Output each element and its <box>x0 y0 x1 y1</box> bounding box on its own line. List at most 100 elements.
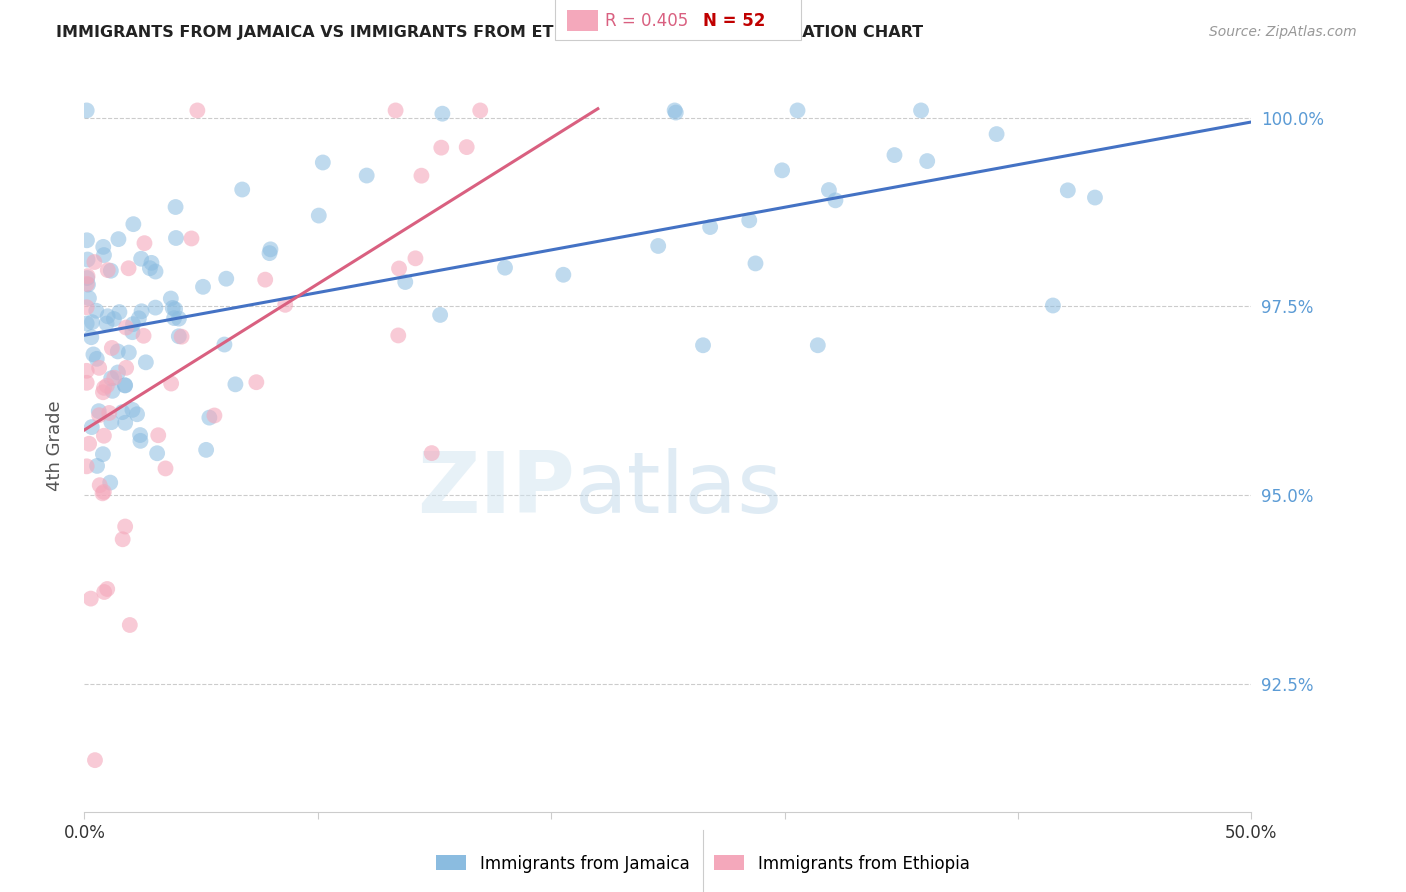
Point <box>128 311 150 326</box>
Point <box>162 301 184 315</box>
Point <box>165 231 187 245</box>
Legend: Immigrants from Jamaica, Immigrants from Ethiopia: Immigrants from Jamaica, Immigrants from… <box>430 848 976 880</box>
Point <box>93 381 115 395</box>
Point <box>114 378 136 392</box>
Point <box>647 239 669 253</box>
Point <box>553 268 575 282</box>
Point <box>259 243 281 257</box>
Point <box>470 103 492 118</box>
Point <box>103 370 125 384</box>
Point <box>134 236 156 251</box>
Point <box>76 103 98 118</box>
Point <box>420 446 443 460</box>
Point <box>145 301 167 315</box>
Point <box>111 533 134 547</box>
Point <box>98 406 121 420</box>
Point <box>388 261 411 276</box>
Point <box>131 304 153 318</box>
Point <box>107 344 129 359</box>
Point <box>429 308 451 322</box>
Point <box>132 328 155 343</box>
Point <box>91 385 114 400</box>
Point <box>224 377 246 392</box>
Point <box>89 478 111 492</box>
Point <box>139 261 162 276</box>
Point <box>76 364 98 378</box>
Point <box>384 103 406 118</box>
Point <box>191 280 214 294</box>
Point <box>91 240 114 254</box>
Point <box>103 312 125 326</box>
Point <box>77 291 100 305</box>
Point <box>274 298 297 312</box>
Point <box>80 420 103 434</box>
Point <box>76 300 98 314</box>
Point <box>91 486 114 500</box>
Point <box>91 447 114 461</box>
Point <box>786 103 808 118</box>
Point <box>76 376 98 390</box>
Point <box>82 347 104 361</box>
Point <box>180 231 202 245</box>
Text: N = 52: N = 52 <box>703 12 765 29</box>
Point <box>107 366 129 380</box>
Point <box>115 360 138 375</box>
Point <box>430 141 453 155</box>
Point <box>121 403 143 417</box>
Point <box>770 163 793 178</box>
Point <box>141 256 163 270</box>
Point <box>125 407 148 421</box>
Point <box>89 408 111 422</box>
Point <box>883 148 905 162</box>
Point <box>198 410 221 425</box>
Point <box>76 277 98 291</box>
Point <box>97 263 120 277</box>
Point <box>76 252 98 267</box>
Point <box>910 103 932 118</box>
Point <box>96 378 118 392</box>
Text: R = 0.405: R = 0.405 <box>605 12 688 29</box>
Point <box>84 303 107 318</box>
Point <box>186 103 208 118</box>
Point <box>80 330 103 344</box>
Point <box>807 338 830 352</box>
Point <box>155 461 177 475</box>
Point <box>170 329 193 343</box>
Point <box>664 103 686 118</box>
Point <box>108 305 131 319</box>
Point <box>80 315 103 329</box>
Point <box>83 255 105 269</box>
Point <box>204 409 226 423</box>
Point <box>76 317 98 331</box>
Point <box>411 169 433 183</box>
Point <box>76 271 98 285</box>
Text: IMMIGRANTS FROM JAMAICA VS IMMIGRANTS FROM ETHIOPIA 4TH GRADE CORRELATION CHART: IMMIGRANTS FROM JAMAICA VS IMMIGRANTS FR… <box>56 25 924 40</box>
Point <box>404 252 426 266</box>
Point <box>356 169 378 183</box>
Text: ZIP: ZIP <box>416 449 575 532</box>
Point <box>87 404 110 418</box>
Point <box>114 519 136 533</box>
Point <box>86 351 108 366</box>
Point <box>163 311 186 326</box>
Point <box>231 182 253 196</box>
Point <box>100 264 122 278</box>
Point <box>77 277 100 292</box>
Point <box>84 753 107 767</box>
Point <box>114 416 136 430</box>
Point <box>1084 190 1107 204</box>
Point <box>135 355 157 369</box>
Point <box>118 618 141 632</box>
Point <box>915 154 938 169</box>
Point <box>100 415 122 429</box>
Point <box>692 338 714 352</box>
Point <box>76 233 98 247</box>
Point <box>101 341 124 355</box>
Point <box>145 264 167 278</box>
Point <box>93 585 115 599</box>
Point <box>77 436 100 450</box>
Point <box>98 475 121 490</box>
Point <box>738 213 761 227</box>
Point <box>121 325 143 339</box>
Point <box>80 591 103 606</box>
